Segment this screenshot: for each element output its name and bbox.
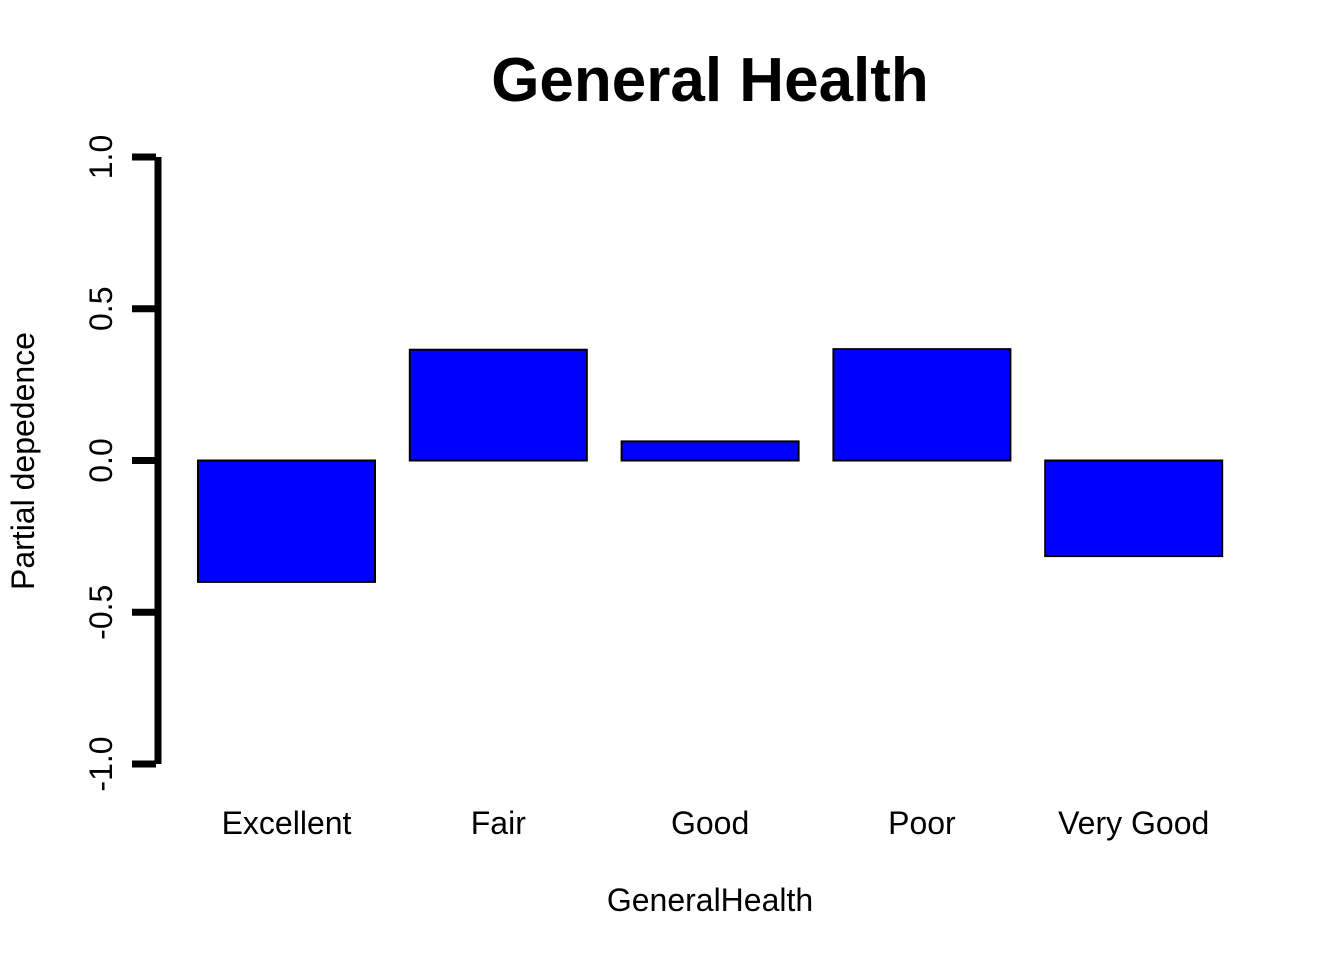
bar-excellent (197, 459, 376, 583)
chart-title: General Health (491, 46, 929, 115)
y-axis-label: Partial depedence (5, 332, 41, 590)
category-label: Good (671, 805, 749, 841)
y-tick-label: 0.0 (83, 438, 119, 482)
bar-very-good (1044, 459, 1224, 558)
category-label: Very Good (1058, 805, 1209, 841)
bars (197, 348, 1224, 583)
y-tick-label: 0.5 (83, 287, 119, 331)
category-label: Excellent (222, 805, 352, 841)
category-label: Fair (471, 805, 526, 841)
y-tick-label: -0.5 (83, 585, 119, 640)
x-axis-label: GeneralHealth (607, 882, 813, 918)
y-axis: -1.0 -0.5 0.0 0.5 1.0 (83, 135, 162, 792)
bar-fair (408, 348, 588, 462)
category-label: Poor (888, 805, 956, 841)
bar-poor (832, 348, 1012, 462)
category-labels: Excellent Fair Good Poor Very Good (222, 805, 1210, 841)
y-tick-label: -1.0 (83, 736, 119, 791)
bar-good (620, 440, 800, 462)
y-tick-label: 1.0 (83, 135, 119, 179)
